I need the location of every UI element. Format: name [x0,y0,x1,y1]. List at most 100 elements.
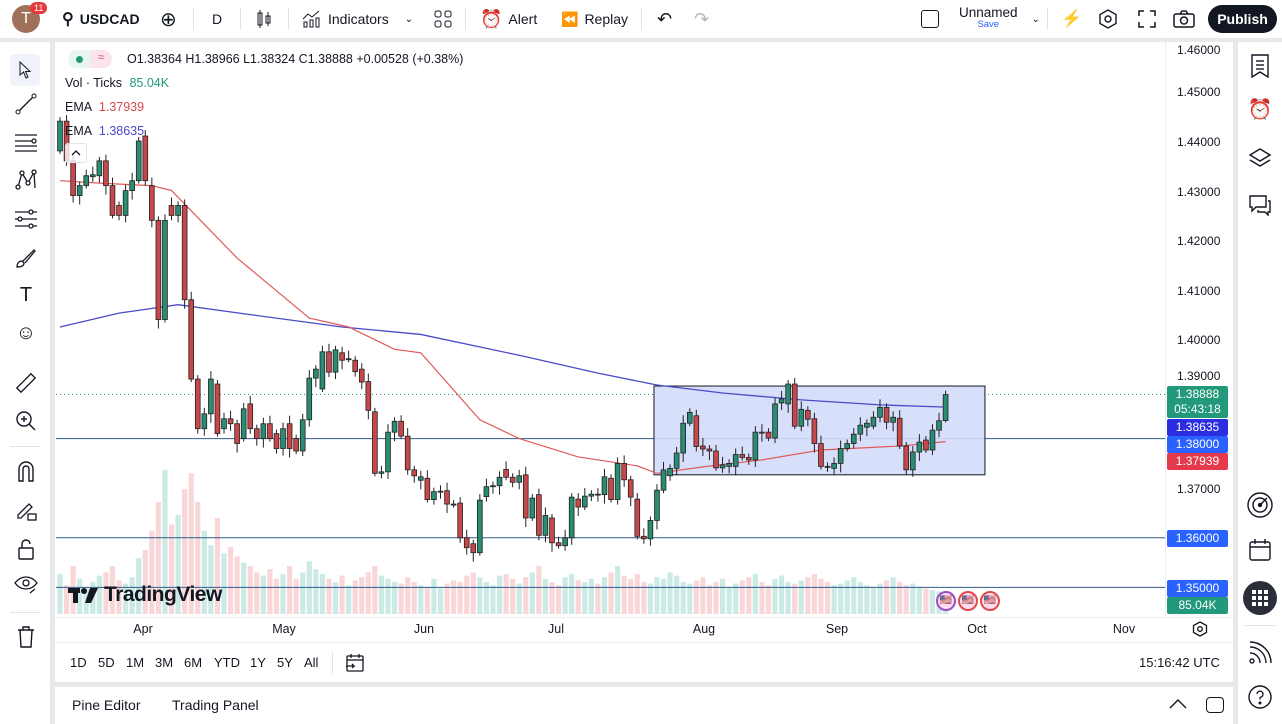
fullscreen-icon[interactable] [1138,0,1156,38]
templates-icon[interactable] [434,0,452,38]
us-flag-icon[interactable]: 🇺🇸 [936,591,956,611]
candle-body [778,398,785,404]
candle-type-icon[interactable] [256,0,272,38]
us-flag-icon[interactable]: 🇺🇸 [958,591,978,611]
volume-bar [405,577,411,614]
chat-icon[interactable] [1246,191,1274,219]
candle-body [608,477,614,501]
brush-icon[interactable] [13,245,39,271]
volume-bar [831,585,837,614]
publish-button[interactable]: Publish [1208,5,1277,33]
range-5y[interactable]: 5Y [277,655,293,670]
undo-icon[interactable]: ↶ [657,8,673,29]
candle-body [667,467,673,477]
chevron-down-icon[interactable]: ⌄ [1031,13,1040,25]
text-icon[interactable]: T [19,283,33,306]
volume-bar [129,577,135,614]
chevron-down-icon[interactable]: ⌄ [404,13,414,25]
layout-button[interactable]: Unnamed Save ⌄ [921,0,1040,38]
price-tick: 1.45000 [1177,85,1221,99]
go-to-date-icon[interactable] [345,653,365,673]
maximize-panel-icon[interactable] [1206,697,1224,713]
clock-timezone[interactable]: 15:16:42 UTC [1139,655,1220,670]
candle-body [313,368,319,379]
lock-icon[interactable] [13,536,39,562]
help-icon[interactable] [1246,683,1274,711]
trash-icon[interactable] [13,624,39,650]
layers-icon[interactable] [1246,144,1274,172]
trading-panel-tab[interactable]: Trading Panel [172,697,259,713]
volume-bar [247,566,253,614]
eye-icon[interactable] [13,572,39,598]
candle-body [614,462,621,501]
alerts-clock-icon[interactable]: ⏰ [1247,98,1273,121]
magnet-icon[interactable] [13,458,39,484]
trend-line-icon[interactable] [13,91,39,117]
zoom-in-icon[interactable] [13,408,39,434]
replay-button[interactable]: ⏪ Replay [561,0,628,38]
volume-bar [687,583,693,614]
volume-bar [542,578,549,614]
apps-grid-icon[interactable] [1243,581,1277,615]
cursor-icon[interactable] [10,54,40,86]
candle-body [929,429,936,451]
broadcast-icon[interactable] [1246,639,1274,667]
range-5d[interactable]: 5D [98,655,115,670]
candle-body [208,378,214,415]
ruler-icon[interactable] [13,370,39,396]
candle-body [365,381,372,411]
economic-events[interactable]: 🇺🇸 🇺🇸 🇺🇸 [936,591,1000,611]
range-all[interactable]: All [304,655,319,670]
alert-button[interactable]: ⏰ Alert [480,0,537,38]
watchlist-icon[interactable] [1246,52,1274,80]
range-1y[interactable]: 1Y [250,655,266,670]
chevron-up-icon[interactable] [1168,696,1188,712]
us-flag-icon[interactable]: 🇺🇸 [980,591,1000,611]
lock-drawing-icon[interactable] [13,497,39,523]
redo-icon[interactable]: ↷ [694,8,710,29]
candle-body [483,486,490,498]
ema-legend-red[interactable]: EMA 1.37939 [65,100,144,114]
volume-bar [811,574,817,614]
camera-icon[interactable] [1173,0,1195,38]
range-3m[interactable]: 3M [155,655,174,670]
candle-body [280,428,286,449]
collapse-legend-button[interactable] [65,143,87,163]
fib-retracement-icon[interactable] [13,129,39,155]
range-1m[interactable]: 1M [126,655,145,670]
volume-bar [326,578,332,614]
pattern-icon[interactable] [13,167,39,193]
forecasting-icon[interactable] [13,206,39,232]
volume-bar [470,572,476,614]
candle-body [372,411,378,474]
volume-legend[interactable]: Vol · Ticks 85.04K [65,76,169,90]
ema-legend-blue[interactable]: EMA 1.38635 [65,124,144,138]
calendar-icon[interactable] [1246,536,1274,564]
candle-body [732,454,739,467]
compare-add-icon[interactable]: ⊕ [160,8,177,31]
volume-bar [444,583,450,614]
ideas-target-icon[interactable] [1246,491,1274,519]
time-tick: Sep [825,622,849,636]
axis-settings-icon[interactable] [1192,621,1208,637]
indicators-button[interactable]: Indicators ⌄ [302,0,413,38]
emoji-icon[interactable]: ☺ [15,321,37,344]
layout-save-link[interactable]: Save [977,19,1000,30]
price-axis-border [1165,42,1166,618]
pine-editor-tab[interactable]: Pine Editor [72,697,141,713]
range-ytd[interactable]: YTD [214,655,240,670]
quick-search-icon[interactable]: ⚡ [1061,9,1083,28]
symbol-name: USDCAD [79,11,140,27]
status-indicator[interactable]: ≈ [68,50,112,68]
range-6m[interactable]: 6M [184,655,203,670]
symbol-search[interactable]: ⚲ USDCAD [62,0,140,38]
interval-button[interactable]: D [212,11,223,27]
user-avatar[interactable]: T 11 [12,0,48,38]
market-open-dot-icon [68,50,90,68]
candle-body [621,462,627,481]
volume-bar [700,577,706,614]
range-1d[interactable]: 1D [70,655,87,670]
settings-gear-icon[interactable] [1098,0,1118,38]
volume-bar [529,572,535,614]
